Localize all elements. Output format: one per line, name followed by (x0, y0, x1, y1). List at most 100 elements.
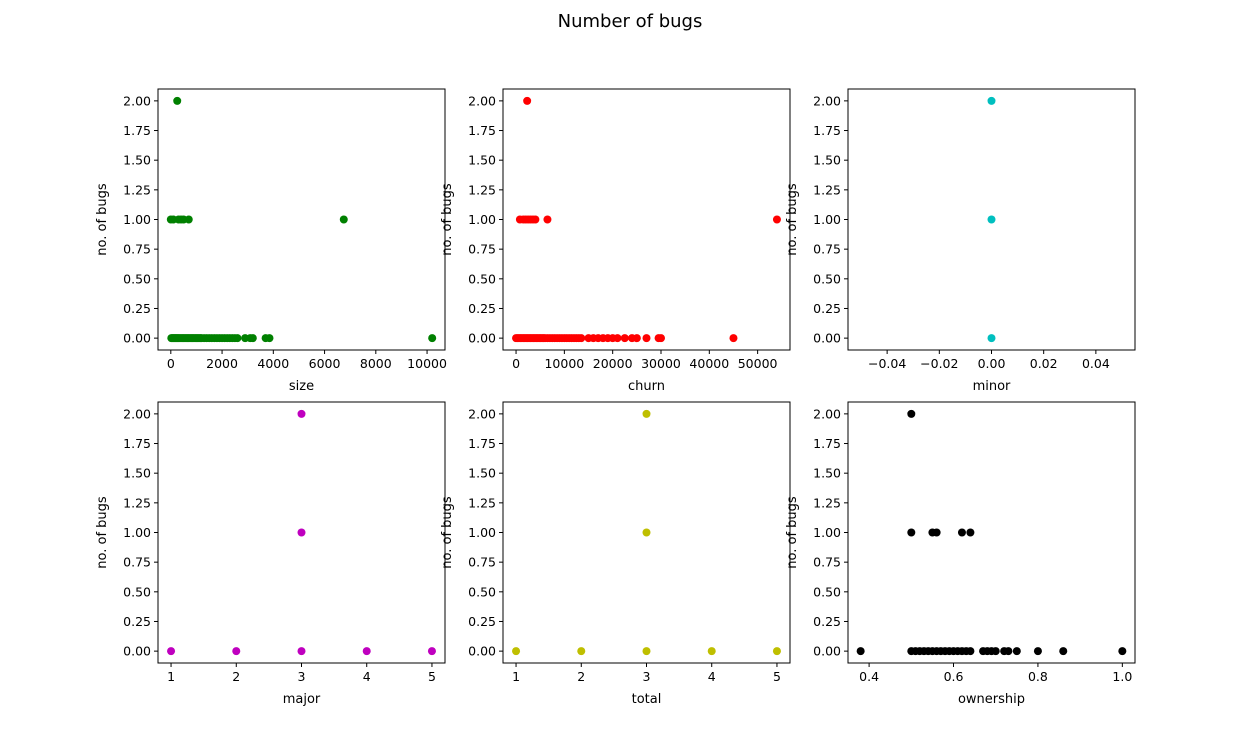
y-tick-label: 0.50 (123, 271, 151, 286)
x-tick-label: 0.8 (1028, 669, 1048, 684)
x-tick-label: 1.0 (1112, 669, 1132, 684)
x-axis-label: minor (973, 379, 1011, 394)
data-point (167, 647, 176, 656)
data-point (707, 647, 716, 656)
x-tick-label: 0.6 (944, 669, 964, 684)
y-tick-label: 2.00 (468, 406, 496, 421)
data-point (642, 334, 651, 343)
y-tick-label: 1.75 (813, 123, 841, 138)
x-tick-label: 2000 (206, 356, 238, 371)
y-tick-label: 1.50 (468, 153, 496, 168)
x-tick-label: 10000 (544, 356, 584, 371)
x-tick-label: 3 (298, 669, 306, 684)
data-point (620, 334, 629, 343)
subplot-2: 0 10000 20000 30000 40000 50000 0.00 0.25 0.50 0.… (440, 88, 791, 394)
data-point (1004, 647, 1013, 656)
data-point (966, 647, 975, 656)
subplot-6: 0.4 0.6 0.8 1.0 0.00 0.25 0.50 0.75 1.00 1.25 1.50… (785, 401, 1136, 707)
y-tick-label: 0.75 (468, 555, 496, 570)
y-tick-label: 0.50 (813, 584, 841, 599)
x-tick-label: 5 (428, 669, 436, 684)
y-tick-label: 0.50 (813, 271, 841, 286)
y-tick-label: 2.00 (468, 93, 496, 108)
y-tick-label: 0.00 (468, 644, 496, 659)
data-point (232, 647, 241, 656)
y-tick-label: 1.75 (123, 436, 151, 451)
y-tick-label: 1.50 (813, 153, 841, 168)
y-tick-label: 1.25 (123, 182, 151, 197)
y-tick-label: 1.50 (468, 466, 496, 481)
data-point (613, 334, 622, 343)
data-point (543, 215, 552, 224)
x-tick-label: 0.00 (978, 356, 1006, 371)
y-tick-label: 0.00 (468, 331, 496, 346)
y-axis-label: no. of bugs (440, 183, 455, 256)
y-tick-label: 0.00 (123, 644, 151, 659)
y-tick-label: 1.25 (468, 495, 496, 510)
data-point (362, 647, 371, 656)
y-tick-label: 1.00 (813, 525, 841, 540)
subplot-3: −0.04 −0.02 0.00 0.02 0.04 0.00 0.25 0.50 0.75 1.… (785, 88, 1136, 394)
x-tick-label: 1 (167, 669, 175, 684)
data-point (932, 528, 941, 537)
y-tick-label: 1.25 (468, 182, 496, 197)
x-tick-label: 4 (708, 669, 716, 684)
x-tick-label: 40000 (689, 356, 729, 371)
x-tick-label: 3 (643, 669, 651, 684)
y-tick-label: 0.50 (123, 584, 151, 599)
y-tick-label: 0.25 (123, 614, 151, 629)
y-tick-label: 0.25 (468, 614, 496, 629)
data-point (248, 334, 257, 343)
x-axis-label: size (289, 379, 314, 394)
y-tick-label: 1.25 (813, 495, 841, 510)
y-axis-label: no. of bugs (785, 183, 800, 256)
y-tick-label: 1.50 (123, 466, 151, 481)
y-tick-label: 1.25 (123, 495, 151, 510)
axes-frame (157, 88, 446, 351)
data-point (966, 528, 975, 537)
y-tick-label: 0.25 (468, 301, 496, 316)
x-tick-label: 2 (232, 669, 240, 684)
y-tick-label: 1.00 (468, 525, 496, 540)
data-point (656, 334, 665, 343)
y-axis-label: no. of bugs (440, 496, 455, 569)
y-tick-label: 1.75 (123, 123, 151, 138)
data-point (523, 96, 532, 105)
data-point (577, 647, 586, 656)
y-tick-label: 0.00 (813, 644, 841, 659)
y-tick-label: 0.25 (813, 301, 841, 316)
data-point (856, 647, 865, 656)
data-point (297, 409, 306, 418)
x-tick-label: 10000 (407, 356, 447, 371)
x-tick-label: 0.04 (1082, 356, 1110, 371)
x-tick-label: 50000 (738, 356, 778, 371)
data-point (632, 334, 641, 343)
data-point (1012, 647, 1021, 656)
subplot-4: 1 2 3 4 5 0.00 0.25 0.50 0.75 1.00 1.25 1.50 1.75 2.0… (95, 401, 446, 707)
x-tick-label: 4 (363, 669, 371, 684)
data-point (987, 215, 996, 224)
data-point (297, 647, 306, 656)
x-tick-label: 0.02 (1030, 356, 1058, 371)
data-point (1118, 647, 1127, 656)
y-axis-label: no. of bugs (95, 183, 110, 256)
axes-frame (847, 401, 1136, 664)
data-point (772, 215, 781, 224)
x-axis-label: major (283, 692, 321, 707)
x-tick-label: 1 (512, 669, 520, 684)
x-tick-label: 8000 (360, 356, 392, 371)
x-tick-label: 20000 (593, 356, 633, 371)
data-point (987, 96, 996, 105)
x-tick-label: −0.02 (920, 356, 958, 371)
subplot-5: 1 2 3 4 5 0.00 0.25 0.50 0.75 1.00 1.25 1.50 1.75 2.0… (440, 401, 791, 707)
y-tick-label: 1.00 (813, 212, 841, 227)
y-tick-label: 1.00 (468, 212, 496, 227)
x-axis-label: ownership (958, 692, 1025, 707)
y-tick-label: 0.75 (123, 555, 151, 570)
y-tick-label: 0.75 (123, 242, 151, 257)
y-tick-label: 0.25 (123, 301, 151, 316)
data-point (339, 215, 348, 224)
y-tick-label: 2.00 (813, 93, 841, 108)
y-tick-label: 1.50 (123, 153, 151, 168)
y-tick-label: 0.75 (813, 242, 841, 257)
